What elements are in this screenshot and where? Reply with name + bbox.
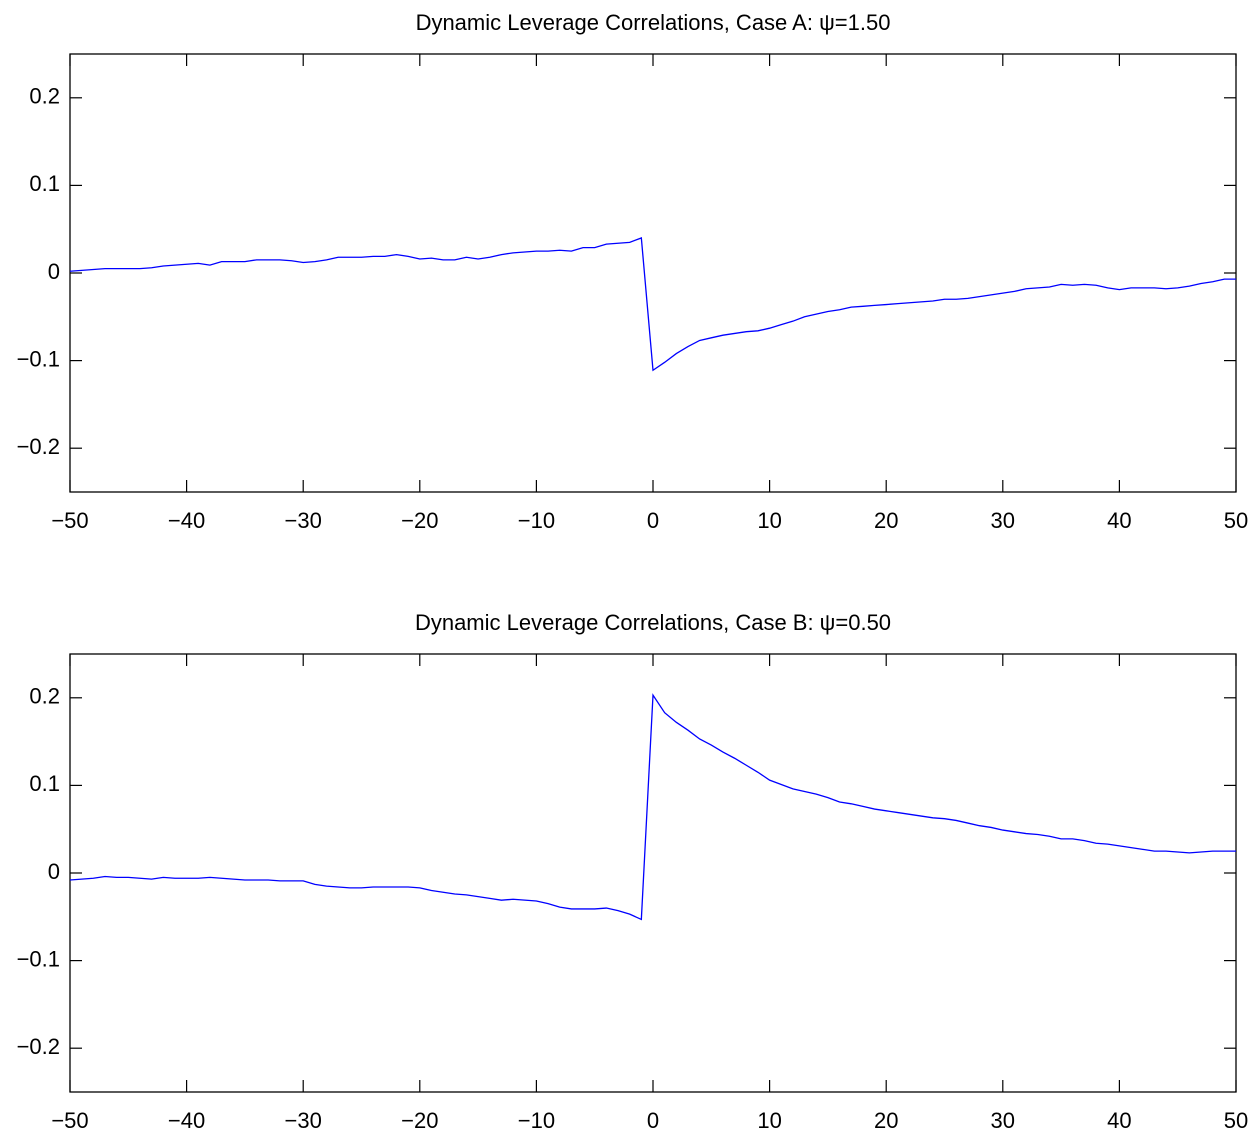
x-tick-label: −50: [51, 508, 88, 533]
x-tick-label: −20: [401, 1108, 438, 1133]
x-tick-label: 50: [1224, 1108, 1248, 1133]
x-tick-label: −10: [518, 508, 555, 533]
y-tick-label: −0.2: [17, 434, 60, 459]
x-tick-label: 20: [874, 1108, 898, 1133]
y-tick-label: 0.2: [29, 684, 60, 709]
x-tick-label: 20: [874, 508, 898, 533]
y-tick-label: 0: [48, 859, 60, 884]
y-tick-label: 0.1: [29, 771, 60, 796]
x-tick-label: 10: [757, 1108, 781, 1133]
x-tick-label: 10: [757, 508, 781, 533]
x-tick-label: −40: [168, 508, 205, 533]
y-tick-label: 0.2: [29, 84, 60, 109]
x-tick-label: 0: [647, 1108, 659, 1133]
y-tick-label: 0.1: [29, 171, 60, 196]
y-tick-label: −0.1: [17, 946, 60, 971]
x-tick-label: −40: [168, 1108, 205, 1133]
x-tick-label: −30: [285, 508, 322, 533]
data-line: [69, 693, 1236, 921]
x-tick-label: 40: [1107, 1108, 1131, 1133]
x-tick-label: 40: [1107, 508, 1131, 533]
x-tick-label: 30: [991, 1108, 1015, 1133]
y-tick-label: −0.1: [17, 346, 60, 371]
y-tick-label: 0: [48, 259, 60, 284]
data-line: [69, 237, 1236, 372]
chart-title: Dynamic Leverage Correlations, Case B: ψ…: [415, 610, 891, 635]
x-tick-label: −10: [518, 1108, 555, 1133]
chart-title: Dynamic Leverage Correlations, Case A: ψ…: [416, 10, 891, 35]
x-tick-label: 30: [991, 508, 1015, 533]
axes-box: [69, 53, 1237, 493]
x-tick-label: 50: [1224, 508, 1248, 533]
x-tick-label: 0: [647, 508, 659, 533]
x-tick-label: −50: [51, 1108, 88, 1133]
x-tick-label: −20: [401, 508, 438, 533]
y-tick-label: −0.2: [17, 1034, 60, 1059]
axes-box: [69, 653, 1237, 1093]
x-tick-label: −30: [285, 1108, 322, 1133]
